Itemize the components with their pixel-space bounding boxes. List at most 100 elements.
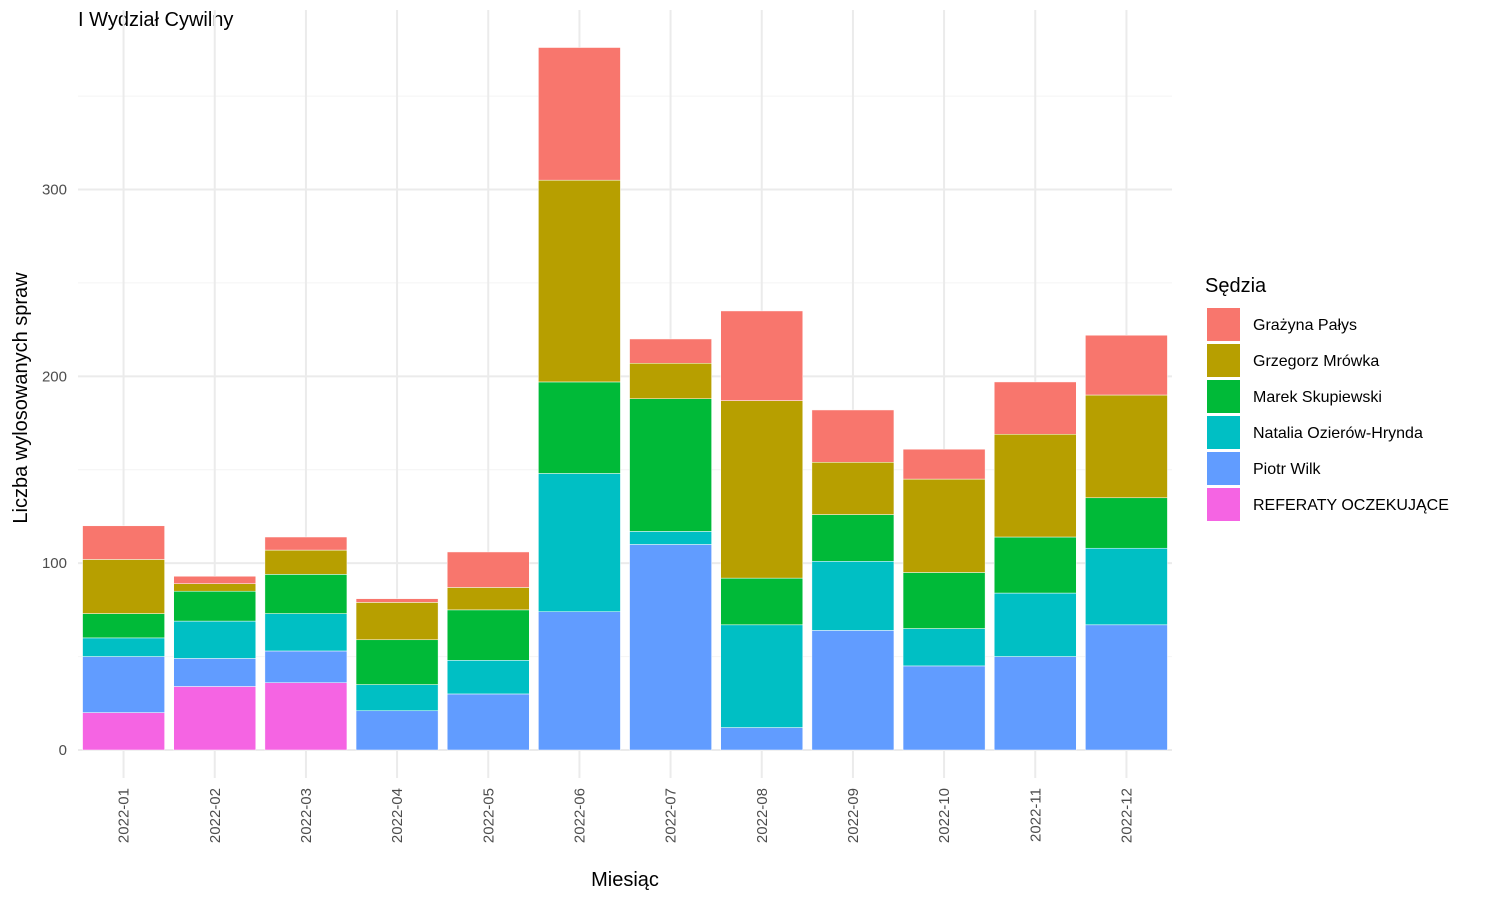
y-tick-label: 100	[42, 555, 67, 572]
legend: Sędzia Grażyna Pałys Grzegorz Mrówka Marek…	[1205, 275, 1449, 521]
bar-segment	[538, 381, 621, 474]
bar-segment	[446, 551, 530, 588]
x-tick-label: 2022-10	[936, 788, 953, 843]
x-tick-label: 2022-05	[480, 788, 497, 843]
bar-segment	[173, 575, 257, 584]
bar-segment	[811, 630, 895, 751]
bar-segment	[538, 473, 621, 612]
legend-label: Marek Skupiewski	[1253, 389, 1382, 406]
bar-segment	[264, 574, 348, 614]
x-tick-label: 2022-02	[207, 788, 224, 843]
bar-segment	[538, 47, 621, 181]
bar-segment	[720, 624, 804, 728]
bar-segment	[1085, 547, 1168, 626]
bar-segment	[720, 727, 804, 751]
bar-segment	[173, 620, 257, 659]
x-tick-label: 2022-01	[116, 788, 133, 843]
bar-segment	[720, 310, 804, 401]
legend-label: REFERATY OCZEKUJĄCE	[1253, 497, 1449, 514]
bar-segment	[629, 531, 712, 545]
legend-label: Piotr Wilk	[1253, 461, 1322, 478]
x-axis-ticks: 2022-01 2022-02 2022-03 2022-04 2022-05 2022-…	[116, 788, 1136, 843]
x-axis-title: Miesiąc	[591, 869, 659, 891]
bar-segment	[811, 409, 895, 463]
bar-segment	[629, 363, 712, 400]
legend-key	[1207, 380, 1240, 413]
bar-segment	[993, 434, 1077, 538]
legend-label: Grażyna Pałys	[1253, 317, 1357, 334]
bar-segment	[82, 637, 165, 657]
bar-segment	[720, 400, 804, 579]
bar-segment	[173, 590, 257, 622]
bar-segment	[264, 536, 348, 551]
x-tick-label: 2022-09	[845, 788, 862, 843]
legend-key	[1207, 344, 1240, 377]
bar-segment	[629, 338, 712, 364]
x-tick-label: 2022-03	[298, 788, 315, 843]
x-tick-label: 2022-06	[571, 788, 588, 843]
bar-segment	[538, 179, 621, 383]
legend-label: Grzegorz Mrówka	[1253, 353, 1379, 370]
bar-segment	[264, 549, 348, 575]
bar-segment	[446, 609, 530, 661]
bar-segment	[446, 660, 530, 695]
bar-segment	[1085, 334, 1168, 396]
bar-segment	[993, 592, 1077, 657]
legend-title: Sędzia	[1205, 275, 1267, 297]
bar-segment	[902, 665, 986, 751]
bar-segment	[264, 682, 348, 751]
bar-segment	[811, 514, 895, 562]
bar-segment	[82, 525, 165, 560]
y-axis-title: Liczba wylosowanych spraw	[10, 272, 32, 524]
y-tick-label: 300	[42, 182, 67, 199]
legend-label: Natalia Ozierów-Hrynda	[1253, 425, 1423, 442]
x-tick-label: 2022-08	[754, 788, 771, 843]
x-tick-label: 2022-07	[663, 788, 680, 843]
legend-key	[1207, 488, 1240, 521]
bar-segment	[264, 650, 348, 683]
bar-segment	[902, 478, 986, 573]
bar-segment	[446, 693, 530, 751]
bar-segment	[355, 639, 439, 685]
y-axis-ticks: 0 100 200 300	[42, 182, 67, 760]
y-tick-label: 0	[59, 742, 67, 759]
bar-segment	[1085, 497, 1168, 549]
bar-segment	[720, 577, 804, 626]
bar-segment	[1085, 624, 1168, 751]
bar-segment	[538, 611, 621, 751]
x-tick-label: 2022-04	[389, 788, 406, 843]
bar-segment	[355, 602, 439, 641]
bar-segment	[629, 398, 712, 532]
x-tick-label: 2022-11	[1027, 788, 1044, 842]
bar-segment	[629, 544, 712, 751]
bar-segment	[811, 561, 895, 631]
legend-key	[1207, 308, 1240, 341]
bar-segment	[355, 684, 439, 712]
bar-segment	[993, 536, 1077, 594]
bar-segment	[173, 583, 257, 592]
bar-segment	[902, 448, 986, 480]
bar-segment	[264, 613, 348, 652]
bar-segment	[993, 656, 1077, 751]
bar-segment	[1085, 394, 1168, 499]
bar-segment	[902, 572, 986, 629]
bar-segment	[82, 613, 165, 639]
bar-segment	[82, 712, 165, 751]
bar-segment	[811, 462, 895, 515]
bar-segment	[902, 628, 986, 667]
legend-key	[1207, 452, 1240, 485]
bar-segment	[355, 710, 439, 751]
bar-segment	[355, 598, 439, 603]
bar-segment	[993, 381, 1077, 435]
legend-key	[1207, 416, 1240, 449]
bars	[82, 47, 1168, 751]
bar-segment	[446, 587, 530, 611]
bar-segment	[82, 656, 165, 713]
chart-title: I Wydział Cywilny	[78, 9, 233, 31]
bar-segment	[82, 559, 165, 614]
x-tick-label: 2022-12	[1118, 788, 1135, 843]
y-tick-label: 200	[42, 368, 67, 385]
bar-segment	[173, 686, 257, 751]
bar-segment	[173, 658, 257, 687]
